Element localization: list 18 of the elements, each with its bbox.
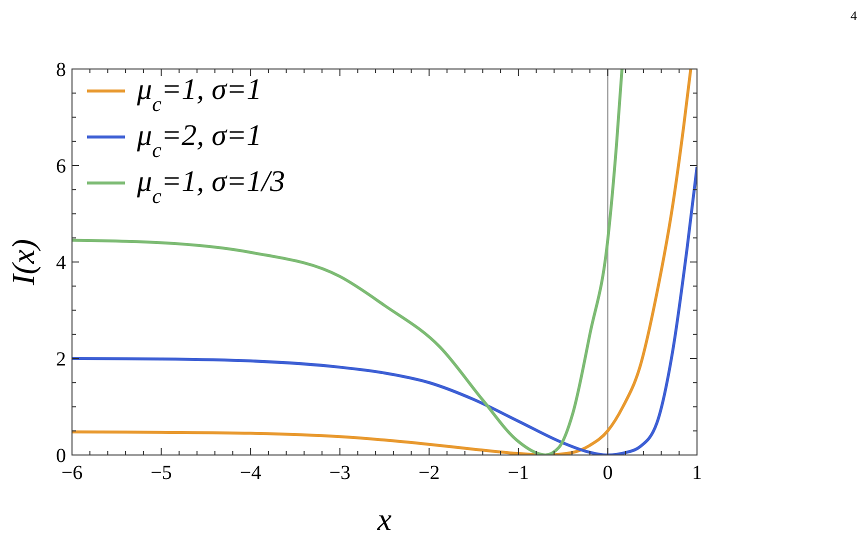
y-tick-label: 2 — [56, 348, 66, 370]
x-tick-label: −5 — [150, 462, 172, 484]
y-tick-label: 8 — [56, 59, 66, 81]
x-axis-title: x — [376, 501, 392, 537]
legend-label: μ$_{c}$=1, σ=1/3 — [136, 165, 286, 208]
line-series — [72, 165, 697, 455]
y-tick-label: 4 — [56, 252, 66, 274]
x-tick-label: −1 — [508, 462, 530, 484]
legend-label: μ$_{c}$=1, σ=1 — [136, 73, 262, 116]
x-tick-label: −3 — [329, 462, 350, 484]
x-tick-label: 0 — [602, 462, 613, 484]
legend-label: μ$_{c}$=2, σ=1 — [136, 119, 262, 162]
x-tick-label: −4 — [240, 462, 262, 484]
x-tick-label: −2 — [418, 462, 440, 484]
text: 4 — [850, 8, 858, 23]
y-tick-label: 6 — [56, 156, 66, 178]
y-axis-title: I(x) — [5, 238, 41, 286]
x-tick-label: 1 — [692, 462, 702, 484]
